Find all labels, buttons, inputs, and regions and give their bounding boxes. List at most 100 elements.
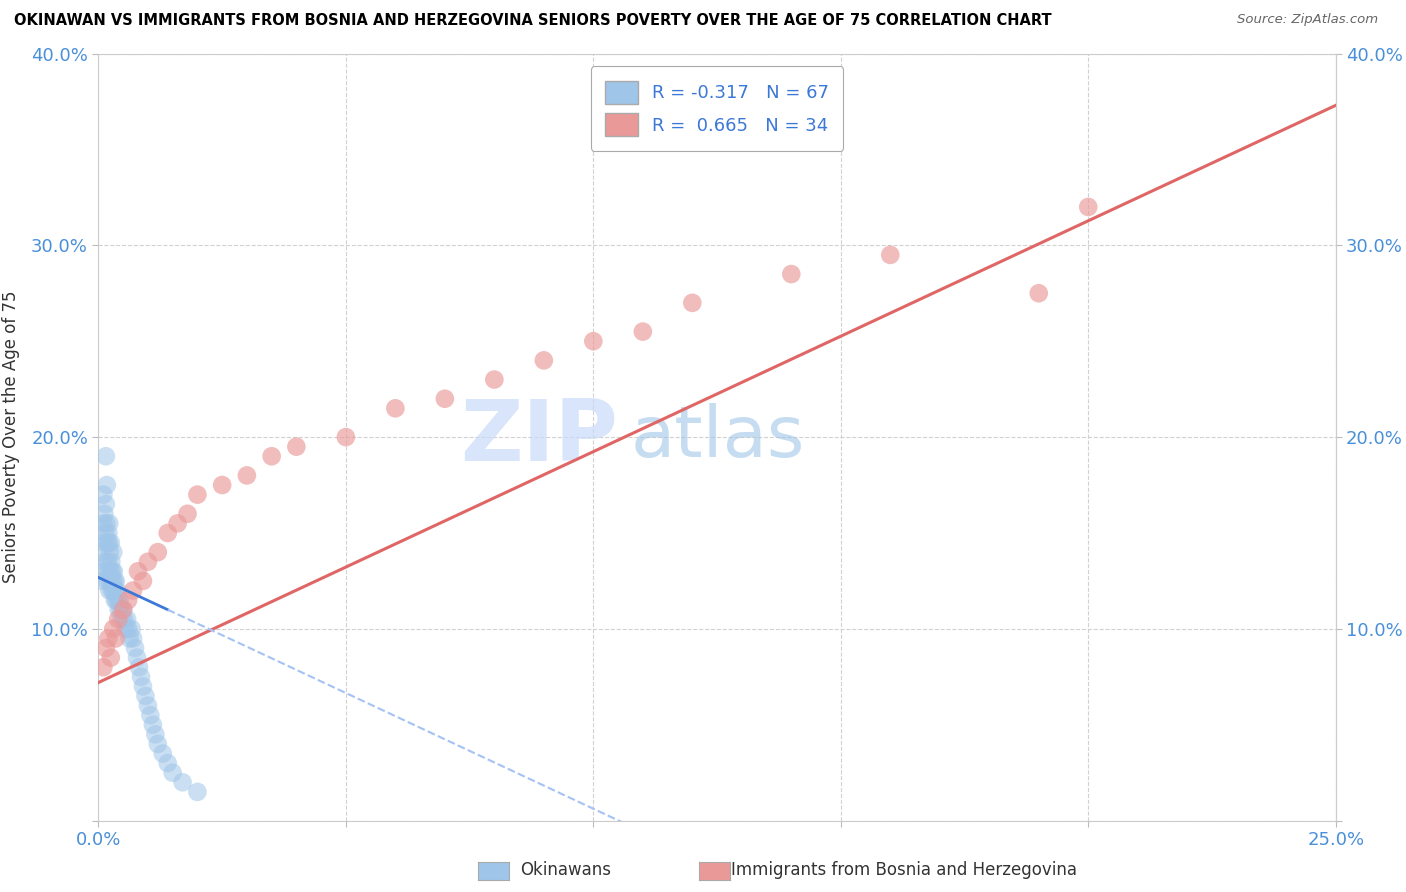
Point xyxy=(97,535,120,549)
Point xyxy=(142,717,165,731)
Point xyxy=(107,603,129,617)
Point xyxy=(879,248,901,262)
Point xyxy=(104,593,127,607)
Point xyxy=(97,555,120,569)
Point xyxy=(156,756,179,771)
Point xyxy=(90,545,112,559)
Text: ZIP: ZIP xyxy=(460,395,619,479)
Point xyxy=(122,583,145,598)
Point xyxy=(107,612,129,626)
Point xyxy=(101,574,124,588)
Point xyxy=(110,603,132,617)
Point xyxy=(186,785,208,799)
Point xyxy=(582,334,605,349)
Y-axis label: Seniors Poverty Over the Age of 75: Seniors Poverty Over the Age of 75 xyxy=(1,291,20,583)
Point xyxy=(105,593,128,607)
Point xyxy=(114,622,136,636)
Point xyxy=(104,632,127,646)
Point xyxy=(681,296,703,310)
Point xyxy=(211,478,233,492)
Point xyxy=(93,535,115,549)
Point xyxy=(132,574,155,588)
Point xyxy=(100,574,122,588)
Point xyxy=(780,267,803,281)
Point xyxy=(93,488,115,502)
Point xyxy=(143,727,166,741)
Point xyxy=(433,392,456,406)
Point xyxy=(101,583,124,598)
Point xyxy=(96,478,118,492)
Point xyxy=(146,545,169,559)
Point xyxy=(132,680,155,694)
Point xyxy=(121,622,143,636)
Point xyxy=(111,612,134,626)
Text: Immigrants from Bosnia and Herzegovina: Immigrants from Bosnia and Herzegovina xyxy=(731,861,1077,879)
Point xyxy=(260,450,283,464)
Point xyxy=(98,565,121,579)
Point xyxy=(117,622,139,636)
Point xyxy=(98,583,121,598)
Point xyxy=(98,545,121,559)
Point xyxy=(104,583,127,598)
Point xyxy=(93,660,115,674)
Point xyxy=(127,565,149,579)
Text: atlas: atlas xyxy=(630,402,804,472)
Point xyxy=(115,612,138,626)
Point xyxy=(172,775,194,789)
Point xyxy=(97,632,120,646)
Point xyxy=(96,574,118,588)
Point xyxy=(176,507,198,521)
Point xyxy=(533,353,555,368)
Point xyxy=(94,450,117,464)
Point xyxy=(93,507,115,521)
Point xyxy=(384,401,406,416)
Point xyxy=(285,440,308,454)
Point xyxy=(335,430,357,444)
Point xyxy=(112,603,135,617)
Point xyxy=(117,593,139,607)
Point xyxy=(152,747,174,761)
Point xyxy=(146,737,169,751)
Text: Okinawans: Okinawans xyxy=(520,861,612,879)
Point xyxy=(156,526,179,541)
Point xyxy=(162,765,184,780)
Point xyxy=(94,555,117,569)
Point xyxy=(107,593,129,607)
Point xyxy=(101,565,124,579)
Point xyxy=(112,603,135,617)
Point xyxy=(97,565,120,579)
Point xyxy=(97,526,120,541)
Point xyxy=(136,698,159,713)
Point xyxy=(100,535,122,549)
Point xyxy=(93,565,115,579)
Point xyxy=(112,612,135,626)
Point xyxy=(139,708,162,723)
Point xyxy=(96,516,118,531)
Point xyxy=(1028,286,1050,301)
Point xyxy=(484,373,506,387)
Point xyxy=(98,516,121,531)
Point xyxy=(104,574,127,588)
Point xyxy=(125,650,148,665)
Point xyxy=(103,565,125,579)
Point xyxy=(631,325,654,339)
Point xyxy=(91,574,114,588)
Point xyxy=(108,593,131,607)
Point xyxy=(128,660,150,674)
Point xyxy=(1077,200,1099,214)
Text: Source: ZipAtlas.com: Source: ZipAtlas.com xyxy=(1237,13,1378,27)
Point xyxy=(103,583,125,598)
Point xyxy=(134,689,156,703)
Point xyxy=(93,516,115,531)
Point xyxy=(105,583,128,598)
Point xyxy=(118,632,141,646)
Point xyxy=(96,535,118,549)
Point xyxy=(103,574,125,588)
Point xyxy=(136,555,159,569)
Point xyxy=(186,488,208,502)
Point xyxy=(94,497,117,511)
Point xyxy=(166,516,188,531)
Point xyxy=(94,641,117,656)
Text: OKINAWAN VS IMMIGRANTS FROM BOSNIA AND HERZEGOVINA SENIORS POVERTY OVER THE AGE : OKINAWAN VS IMMIGRANTS FROM BOSNIA AND H… xyxy=(14,13,1052,29)
Point xyxy=(122,632,145,646)
